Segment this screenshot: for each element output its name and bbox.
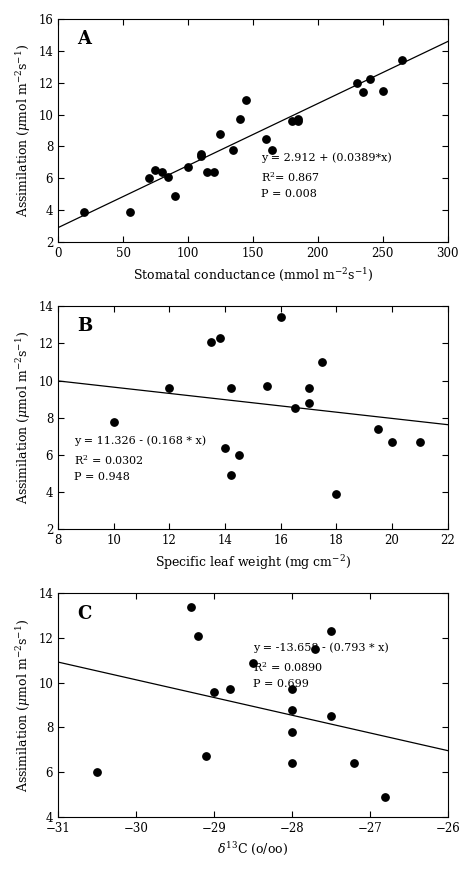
- Point: [226, 683, 233, 697]
- Text: A: A: [78, 30, 91, 48]
- Point: [288, 114, 296, 128]
- Point: [93, 765, 101, 779]
- Point: [227, 381, 235, 395]
- Point: [327, 625, 335, 638]
- Point: [221, 441, 229, 455]
- X-axis label: $\delta^{13}$C (o/oo): $\delta^{13}$C (o/oo): [218, 841, 289, 857]
- Point: [305, 396, 312, 410]
- Point: [152, 164, 159, 178]
- Point: [229, 143, 237, 157]
- Point: [353, 76, 361, 90]
- Point: [374, 422, 382, 436]
- Point: [249, 656, 257, 670]
- Point: [366, 72, 374, 86]
- Point: [350, 756, 358, 770]
- Point: [277, 310, 284, 324]
- Point: [235, 448, 243, 462]
- Point: [311, 642, 319, 656]
- Text: y = 2.912 + (0.0389*x)
R$^2$= 0.867
P = 0.008: y = 2.912 + (0.0389*x) R$^2$= 0.867 P = …: [261, 152, 392, 199]
- Text: y = 11.326 - (0.168 * x)
R$^2$ = 0.0302
P = 0.948: y = 11.326 - (0.168 * x) R$^2$ = 0.0302 …: [73, 436, 206, 482]
- Text: C: C: [78, 604, 92, 623]
- Point: [207, 334, 215, 348]
- Point: [158, 165, 166, 179]
- Point: [291, 402, 299, 415]
- Point: [217, 127, 224, 141]
- Point: [305, 381, 312, 395]
- Point: [126, 205, 133, 219]
- Y-axis label: Assimilation ($\mu$mol m$^{-2}$s$^{-1}$): Assimilation ($\mu$mol m$^{-2}$s$^{-1}$): [14, 44, 33, 217]
- Point: [187, 600, 194, 614]
- Point: [382, 790, 389, 804]
- Point: [184, 160, 192, 174]
- Point: [319, 355, 326, 369]
- Y-axis label: Assimilation ($\mu$mol m$^{-2}$s$^{-1}$): Assimilation ($\mu$mol m$^{-2}$s$^{-1}$): [14, 618, 33, 792]
- Point: [294, 112, 302, 126]
- Point: [262, 132, 270, 145]
- Point: [145, 172, 153, 186]
- Point: [263, 379, 271, 393]
- Point: [243, 93, 250, 107]
- Point: [197, 149, 205, 163]
- Point: [197, 147, 205, 161]
- Point: [288, 725, 296, 739]
- Point: [327, 709, 335, 723]
- Point: [210, 685, 218, 699]
- Point: [204, 165, 211, 179]
- Point: [379, 84, 387, 98]
- Point: [333, 487, 340, 501]
- Point: [288, 683, 296, 697]
- Text: y = -13.658 - (0.793 * x)
R$^2$ = 0.0890
P = 0.699: y = -13.658 - (0.793 * x) R$^2$ = 0.0890…: [253, 643, 389, 689]
- Text: B: B: [78, 317, 93, 335]
- X-axis label: Stomatal conductance (mmol m$^{-2}$s$^{-1}$): Stomatal conductance (mmol m$^{-2}$s$^{-…: [133, 266, 373, 282]
- Point: [388, 435, 396, 449]
- Point: [216, 331, 223, 345]
- Point: [171, 189, 179, 203]
- Y-axis label: Assimilation ($\mu$mol m$^{-2}$s$^{-1}$): Assimilation ($\mu$mol m$^{-2}$s$^{-1}$): [14, 331, 33, 504]
- Point: [210, 165, 218, 179]
- Point: [236, 112, 244, 126]
- Point: [194, 629, 202, 643]
- Point: [359, 85, 367, 99]
- Point: [80, 205, 88, 219]
- Point: [110, 415, 118, 429]
- Point: [269, 143, 276, 157]
- Point: [202, 749, 210, 763]
- Point: [288, 756, 296, 770]
- Point: [227, 469, 235, 483]
- Point: [165, 381, 173, 395]
- Point: [288, 703, 296, 717]
- Point: [416, 435, 424, 449]
- Point: [164, 170, 172, 184]
- X-axis label: Specific leaf weight (mg cm$^{-2}$): Specific leaf weight (mg cm$^{-2}$): [155, 553, 351, 571]
- Point: [399, 53, 406, 67]
- Point: [294, 114, 302, 128]
